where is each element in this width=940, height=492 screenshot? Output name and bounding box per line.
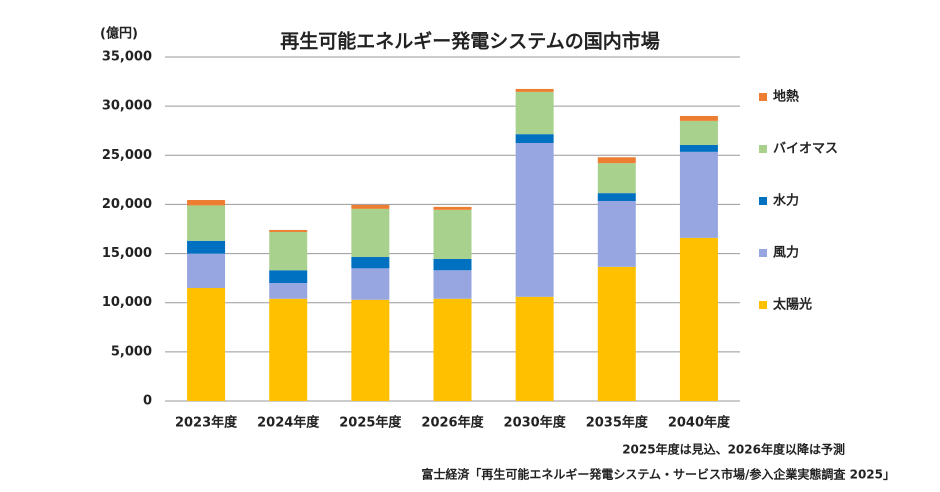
note: 2025年度は見込、2026年度以降は予測 (622, 442, 845, 457)
bar-segment (515, 143, 554, 297)
x-tick-label: 2023年度 (175, 415, 238, 431)
legend-label: 水力 (773, 193, 799, 209)
bar-segment (187, 240, 226, 254)
y-tick-label: 25,000 (102, 148, 152, 163)
legend-swatch (759, 249, 767, 257)
bar-segment (679, 120, 718, 145)
bar-segment (351, 204, 390, 209)
bar-segment (515, 296, 554, 401)
legend-swatch (759, 301, 767, 309)
y-tick-label: 20,000 (102, 197, 152, 212)
bar-segment (433, 270, 472, 299)
bar-segment (187, 253, 226, 288)
bar-segment (679, 144, 718, 152)
bar-segment (597, 157, 636, 164)
y-tick-label: 15,000 (102, 246, 152, 261)
legend-swatch (759, 145, 767, 153)
y-tick-label: 0 (143, 394, 152, 409)
bar-segment (597, 193, 636, 201)
bar-segment (679, 151, 718, 238)
legend-swatch (759, 197, 767, 205)
y-tick-label: 10,000 (102, 295, 152, 310)
bar-segment (269, 229, 308, 232)
bar-segment (515, 91, 554, 135)
bar-segment (679, 115, 718, 121)
bar-segment (269, 298, 308, 401)
source: 富士経済「再生可能エネルギー発電システム・サービス市場/参入企業実態調査 202… (421, 467, 895, 482)
bar-segment (433, 298, 472, 401)
bar-segment (351, 299, 390, 401)
bar-segment (433, 209, 472, 259)
legend-label: 風力 (773, 245, 799, 261)
chart-title: 再生可能エネルギー発電システムの国内市場 (280, 30, 659, 53)
bar-segment (597, 200, 636, 267)
bar-segment (597, 266, 636, 401)
legend-swatch (759, 93, 767, 101)
y-tick-label: 35,000 (102, 50, 152, 65)
bar-segment (515, 134, 554, 143)
bar-segment (351, 268, 390, 300)
bar-segment (269, 270, 308, 284)
y-tick-label: 5,000 (111, 344, 152, 359)
legend-label: バイオマス (773, 142, 838, 157)
bar-segment (269, 231, 308, 271)
legend-label: 太陽光 (772, 297, 812, 313)
bar-segment (515, 88, 554, 92)
x-tick-label: 2030年度 (504, 415, 567, 431)
bar-segment (351, 257, 390, 269)
x-tick-label: 2026年度 (421, 415, 484, 431)
bar-segment (597, 163, 636, 194)
bar-segment (187, 200, 226, 206)
y-axis-label: (億円) (100, 26, 138, 42)
bar-segment (187, 205, 226, 241)
bar-segment (351, 208, 390, 258)
x-tick-label: 2040年度 (668, 415, 731, 431)
bar-segment (433, 206, 472, 210)
y-tick-label: 30,000 (102, 99, 152, 114)
x-tick-label: 2035年度 (586, 415, 649, 431)
legend-label: 地熱 (773, 89, 799, 105)
bar-segment (433, 258, 472, 271)
x-tick-label: 2024年度 (257, 415, 320, 431)
x-tick-label: 2025年度 (339, 415, 402, 431)
bar-segment (679, 237, 718, 401)
bar-segment (187, 287, 226, 401)
bar-segment (269, 283, 308, 299)
